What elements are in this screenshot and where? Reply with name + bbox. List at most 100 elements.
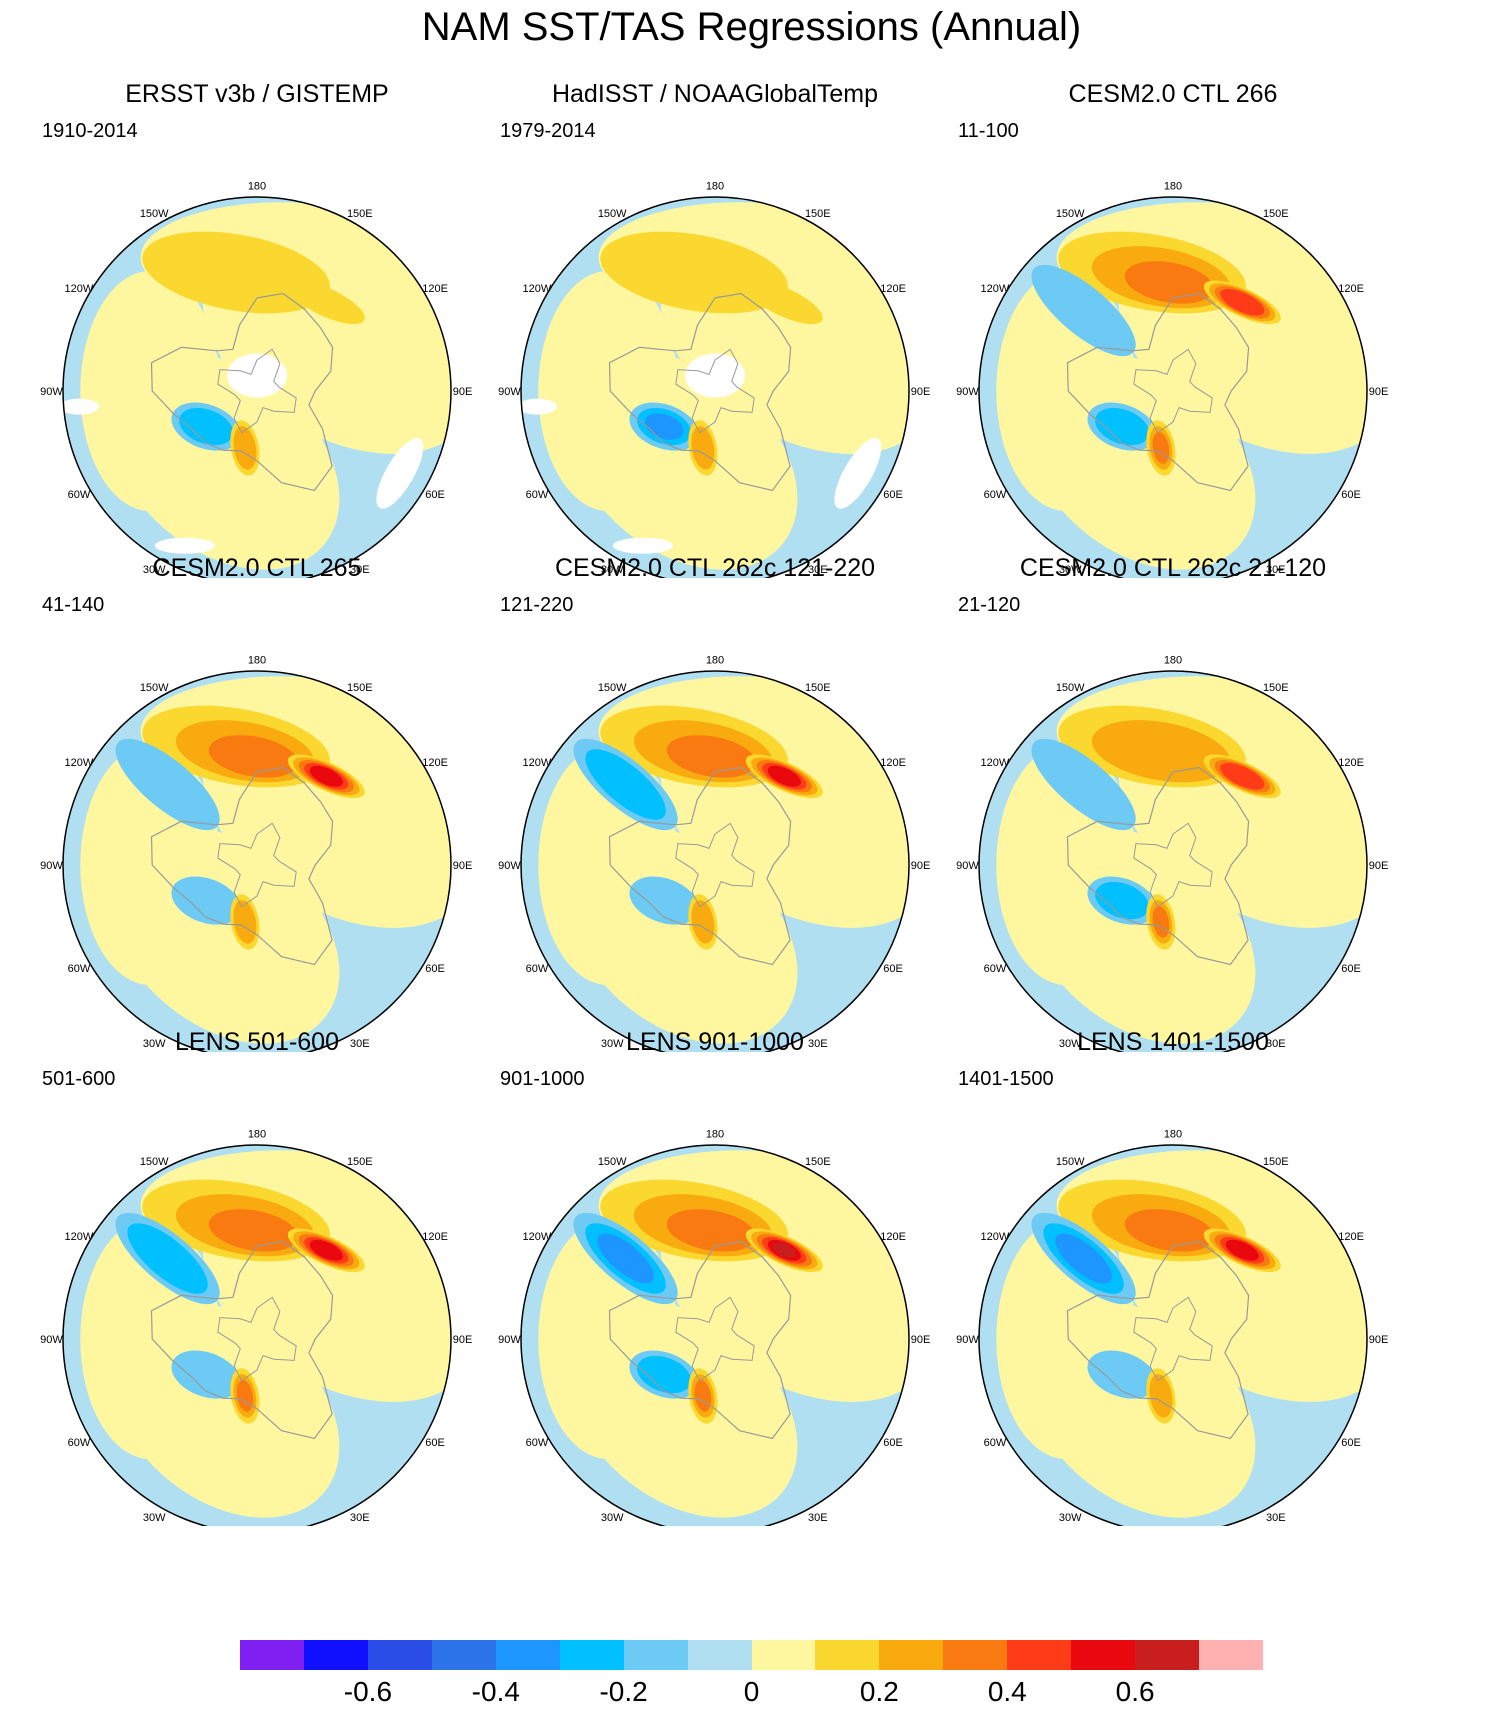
panel-period: 121-220: [500, 594, 574, 616]
missing-data: [834, 438, 882, 509]
polar-map: 180150E120E90E60E30E030W60W90W120W150W: [956, 654, 1389, 1052]
colorbar-swatch: [559, 1640, 625, 1670]
longitude-label: 30E: [808, 1038, 828, 1050]
colorbar-swatch: [1199, 1640, 1264, 1670]
longitude-label: 180: [248, 1128, 266, 1140]
colorbar-swatch: [495, 1640, 561, 1670]
longitude-label: 180: [706, 654, 724, 666]
arctic-coastline: [1133, 1296, 1213, 1382]
longitude-label: 90E: [1369, 860, 1389, 872]
panel-period: 11-100: [958, 120, 1019, 142]
colorbar-tick-label: 0: [743, 1676, 760, 1707]
colorbar-swatch: [623, 1640, 689, 1670]
missing-data: [154, 537, 215, 554]
longitude-label: 90E: [911, 860, 931, 872]
longitude-label: 150E: [1263, 208, 1289, 220]
colorbar: [240, 1640, 1264, 1670]
longitude-label: 30W: [601, 1038, 624, 1050]
atlantic-cold-anomaly: [629, 876, 699, 925]
atlantic-cold-anomaly: [1087, 1350, 1157, 1399]
panel-period: 41-140: [42, 594, 105, 616]
longitude-label: 150E: [805, 1156, 831, 1168]
longitude-label: 90W: [956, 1334, 979, 1346]
colorbar-swatch: [1135, 1640, 1200, 1670]
map-panel: 180150E120E90E60E30E030W60W90W120W150W Ha…: [480, 78, 950, 578]
longitude-label: 60E: [1341, 489, 1361, 501]
colorbar-swatch: [879, 1640, 944, 1670]
map-frame: [978, 196, 1368, 578]
siberia-warm-anomaly: [1225, 1239, 1259, 1261]
longitude-label: 150W: [140, 208, 169, 220]
arctic-coastline: [675, 348, 755, 434]
map-frame: [520, 1144, 910, 1526]
colorbar-tick-label: -0.2: [599, 1676, 648, 1707]
longitude-label: 90E: [453, 386, 473, 398]
pacific-warm-anomaly: [666, 1209, 756, 1252]
polar-map: 180150E120E90E60E30E030W60W90W120W150W: [498, 654, 931, 1052]
longitude-label: 120E: [1338, 283, 1364, 295]
longitude-label: 30E: [1266, 564, 1286, 576]
panel-title: HadISST / NOAAGlobalTemp: [551, 80, 879, 108]
map-frame: [520, 196, 910, 578]
longitude-label: 180: [248, 654, 266, 666]
longitude-label: 90E: [1369, 386, 1389, 398]
longitude-label: 30W: [1059, 1512, 1082, 1524]
atlantic-cold-anomaly: [179, 407, 234, 446]
missing-data: [376, 438, 424, 509]
atlantic-cold-anomaly: [1095, 881, 1150, 920]
scandinavia-warm-anomaly: [233, 900, 257, 944]
siberia-warm-anomaly: [767, 765, 801, 787]
longitude-label: 180: [248, 180, 266, 192]
siberia-warm-anomaly: [309, 1239, 343, 1261]
arctic-coastline: [217, 822, 297, 908]
longitude-label: 30E: [1266, 1512, 1286, 1524]
longitude-label: 30W: [1059, 564, 1082, 576]
longitude-label: 120E: [1338, 757, 1364, 769]
missing-data: [63, 398, 100, 415]
arctic-coastline: [675, 1296, 755, 1382]
scandinavia-warm-anomaly: [691, 900, 715, 944]
panel-title: LENS 901-1000: [626, 1028, 804, 1056]
map-panel: 180150E120E90E60E30E030W60W90W120W150WCE…: [938, 78, 1408, 578]
longitude-label: 30W: [601, 1512, 624, 1524]
longitude-label: 150E: [347, 682, 373, 694]
longitude-label: 120W: [981, 1231, 1010, 1243]
pacific-cold-anomaly: [1031, 264, 1136, 357]
longitude-label: 60W: [984, 963, 1007, 975]
map-frame: [978, 1144, 1368, 1526]
coastline: [1066, 766, 1250, 966]
polar-map: 180150E120E90E60E30E030W60W90W120W150W: [956, 180, 1389, 578]
longitude-label: 150E: [1263, 1156, 1289, 1168]
colorbar-swatch: [1071, 1640, 1136, 1670]
map-frame: [62, 196, 452, 578]
longitude-label: 60E: [883, 489, 903, 501]
longitude-label: 60W: [68, 963, 91, 975]
polar-map: 180150E120E90E60E30E030W60W90W120W150W: [498, 180, 930, 578]
longitude-label: 60E: [425, 963, 445, 975]
longitude-label: 180: [706, 180, 724, 192]
pacific-cold-anomaly: [597, 1233, 654, 1284]
map-frame: [62, 1144, 452, 1526]
longitude-label: 120W: [981, 283, 1010, 295]
longitude-label: 90W: [956, 860, 979, 872]
longitude-label: 150W: [1056, 1156, 1085, 1168]
longitude-label: 60W: [984, 489, 1007, 501]
longitude-label: 60W: [526, 1437, 549, 1449]
atlantic-cold-anomaly: [171, 876, 241, 925]
longitude-label: 120W: [65, 283, 94, 295]
pacific-warm-anomaly: [1124, 261, 1214, 304]
longitude-label: 90W: [40, 860, 63, 872]
panel-period: 21-120: [958, 594, 1021, 616]
longitude-label: 120E: [422, 283, 448, 295]
longitude-label: 60E: [1341, 963, 1361, 975]
panel-title: CESM2.0 CTL 262c 121-220: [554, 554, 876, 582]
colorbar-swatch: [815, 1640, 880, 1670]
panel-period: 1910-2014: [42, 120, 138, 142]
longitude-label: 60E: [883, 963, 903, 975]
longitude-label: 60E: [1341, 1437, 1361, 1449]
longitude-label: 150W: [598, 1156, 627, 1168]
map-panel: 180150E120E90E60E30E030W60W90W120W150WCE…: [938, 552, 1408, 1052]
longitude-label: 60W: [68, 1437, 91, 1449]
pacific-warm-anomaly: [208, 1209, 298, 1252]
atlantic-cold-anomaly: [1095, 407, 1150, 446]
